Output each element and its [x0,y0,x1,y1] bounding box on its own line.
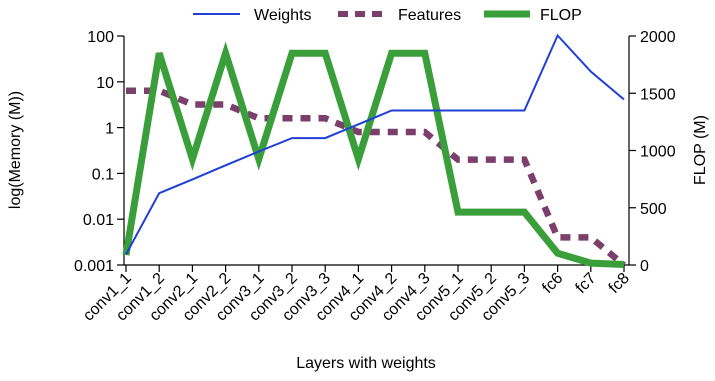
right-tick-label: 500 [640,201,667,218]
x-tick-label: fc7 [573,270,600,297]
left-tick-label: 0.1 [92,166,114,183]
left-axis-ticks: 0.001 0.01 0.1 1 10 100 [74,29,124,275]
legend-label-flop: FLOP [540,7,582,24]
legend-label-features: Features [398,7,461,24]
right-tick-label: 1500 [640,86,676,103]
right-axis-title: FLOP (M) [692,115,709,185]
left-tick-label: 0.001 [74,258,114,275]
x-axis-title: Layers with weights [296,355,436,372]
left-tick-label: 0.01 [83,212,114,229]
x-tick-label: fc6 [539,270,566,297]
right-tick-label: 2000 [640,29,676,46]
left-tick-label: 100 [87,29,114,46]
series-line-features [126,87,627,268]
series-line-flop [122,41,625,268]
series-line-weights [125,33,625,255]
right-tick-label: 1000 [640,144,676,161]
left-axis-title: log(Memory (M)) [7,91,24,209]
right-axis-ticks: 0 500 1000 1500 2000 [629,29,676,275]
legend: Weights Features FLOP [193,7,582,24]
series-layer [122,33,627,268]
left-tick-label: 10 [96,75,114,92]
legend-label-weights: Weights [254,7,312,24]
left-tick-label: 1 [105,121,114,138]
x-tick-label: fc8 [606,270,633,297]
right-tick-label: 0 [640,258,649,275]
x-axis-ticks: conv1_1conv1_2conv2_1conv2_2conv3_1conv3… [80,265,633,325]
